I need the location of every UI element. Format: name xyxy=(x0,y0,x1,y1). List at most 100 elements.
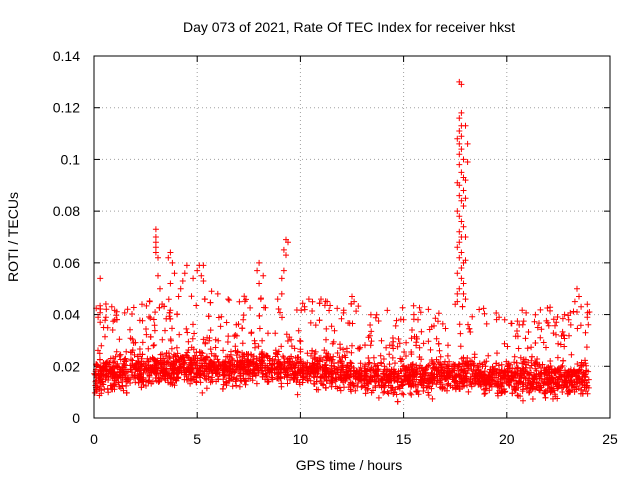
data-point xyxy=(343,369,350,376)
data-point xyxy=(162,327,168,334)
data-point xyxy=(456,161,463,168)
data-point xyxy=(458,146,465,153)
data-point xyxy=(316,317,323,324)
data-point xyxy=(411,372,418,379)
data-point xyxy=(462,122,469,129)
data-point xyxy=(239,349,246,356)
data-point xyxy=(193,370,200,377)
data-point xyxy=(119,378,126,385)
data-point xyxy=(506,365,512,372)
data-point xyxy=(324,298,331,305)
data-point xyxy=(151,322,158,329)
data-point xyxy=(113,312,120,319)
data-point xyxy=(245,359,252,366)
data-point xyxy=(400,362,407,369)
data-point xyxy=(97,275,104,282)
data-point xyxy=(503,358,510,365)
data-point xyxy=(190,355,197,362)
data-point xyxy=(559,389,566,395)
data-point xyxy=(357,360,364,367)
data-point xyxy=(512,377,519,384)
data-point xyxy=(206,361,212,368)
data-point xyxy=(546,366,553,373)
grid-lines xyxy=(94,56,610,418)
data-point xyxy=(280,353,286,360)
data-point xyxy=(207,299,214,306)
data-point xyxy=(251,337,258,344)
data-point xyxy=(155,254,161,261)
data-point xyxy=(150,342,157,349)
data-point xyxy=(105,359,111,366)
data-point xyxy=(437,364,444,371)
data-point xyxy=(288,364,295,371)
data-point xyxy=(401,377,408,384)
data-point xyxy=(501,316,508,323)
data-point xyxy=(199,389,206,396)
data-point xyxy=(578,362,585,369)
data-point xyxy=(185,347,192,353)
data-point xyxy=(288,353,295,360)
data-point xyxy=(483,376,490,383)
data-point xyxy=(464,382,470,389)
data-point xyxy=(328,323,335,330)
data-point xyxy=(568,351,575,358)
data-point xyxy=(433,381,440,388)
data-point xyxy=(179,278,186,284)
data-point xyxy=(578,386,585,393)
data-point xyxy=(203,376,210,383)
data-point xyxy=(171,382,178,389)
data-point xyxy=(225,375,232,382)
data-point xyxy=(435,340,442,347)
data-point xyxy=(115,379,122,386)
data-point xyxy=(223,379,230,386)
data-point xyxy=(312,322,319,329)
data-point xyxy=(340,346,347,353)
data-point xyxy=(574,285,580,292)
data-point xyxy=(526,389,532,396)
data-point xyxy=(444,369,451,376)
data-point xyxy=(236,366,243,373)
data-point xyxy=(240,359,247,366)
data-point xyxy=(200,278,207,284)
data-point xyxy=(98,387,105,394)
data-point xyxy=(175,374,182,381)
y-tick-label: 0 xyxy=(72,410,80,426)
data-point xyxy=(384,307,391,314)
data-point xyxy=(250,353,257,360)
data-point xyxy=(299,379,306,386)
y-tick-label: 0.12 xyxy=(53,100,80,116)
data-point xyxy=(408,391,415,398)
data-point xyxy=(174,311,181,318)
data-point xyxy=(138,355,145,362)
data-point xyxy=(113,348,120,355)
data-point xyxy=(308,352,314,359)
data-point xyxy=(116,336,123,343)
data-point xyxy=(205,313,212,320)
data-point xyxy=(458,169,465,176)
data-point xyxy=(568,370,575,377)
data-point xyxy=(367,311,374,318)
data-point xyxy=(160,369,167,376)
data-point xyxy=(177,285,184,292)
data-point xyxy=(100,360,107,366)
data-point xyxy=(312,356,318,363)
data-point xyxy=(538,326,545,333)
data-point xyxy=(355,345,362,352)
data-point xyxy=(370,354,377,361)
data-point xyxy=(366,359,373,366)
data-point xyxy=(314,367,321,374)
data-point xyxy=(139,301,145,308)
data-point xyxy=(263,372,270,378)
data-point xyxy=(284,380,291,387)
data-point xyxy=(432,315,439,322)
data-point xyxy=(454,208,461,215)
data-point xyxy=(330,353,337,360)
data-point xyxy=(425,306,432,313)
data-point xyxy=(321,366,328,373)
data-point xyxy=(493,374,500,381)
data-point xyxy=(375,379,382,385)
data-point xyxy=(413,376,420,383)
data-point xyxy=(207,327,214,334)
data-point xyxy=(408,382,415,389)
data-point xyxy=(581,384,588,391)
